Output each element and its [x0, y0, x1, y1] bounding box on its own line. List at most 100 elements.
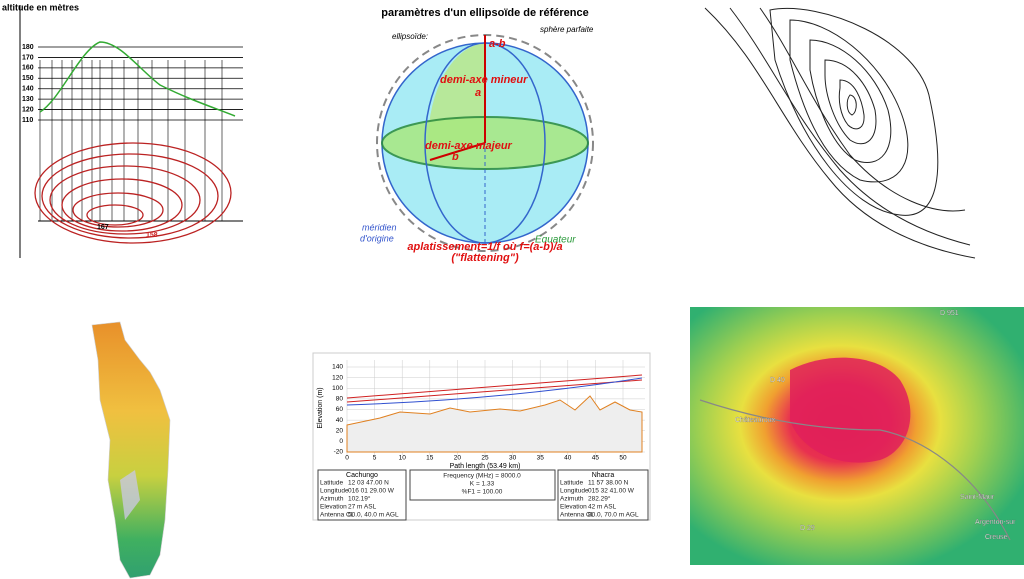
contour-map — [700, 5, 976, 260]
x-tick-label: 5 — [373, 455, 377, 462]
contour-map-shape — [759, 7, 966, 212]
y-tick-label: 40 — [336, 417, 344, 424]
x-tick-label: 45 — [592, 455, 600, 462]
axis-label: Elevation (m) — [317, 387, 324, 428]
y-tick-label: 20 — [336, 427, 344, 434]
field-label: Longitude — [320, 488, 349, 495]
map-label: D 40 — [770, 377, 785, 384]
field-value: 42 m ASL — [588, 504, 617, 511]
contour-map-shape — [809, 39, 892, 163]
field-value: 11 57 38.00 N — [588, 480, 629, 487]
y-tick-label: 140 — [22, 86, 34, 93]
label: demi-axe mineur — [440, 74, 528, 86]
ellipsoid-panel: paramètres d'un ellipsoïde de référence … — [360, 7, 594, 264]
x-tick-label: 20 — [454, 455, 462, 462]
elevation-model-shape — [91, 321, 171, 579]
x-tick-label: 0 — [345, 455, 349, 462]
contours-shape — [72, 192, 164, 228]
map-label: D 951 — [940, 310, 959, 317]
field-value: 282.29° — [588, 495, 611, 503]
panel-title: altitude en mètres — [2, 2, 79, 12]
field-label: Longitude — [560, 488, 589, 495]
field-label: Latitude — [560, 480, 584, 487]
y-tick-label: 130 — [22, 96, 34, 103]
y-tick-label: 60 — [336, 406, 344, 413]
contour-map-shape — [789, 19, 909, 183]
x-tick-label: 50 — [619, 455, 627, 462]
label: méridien — [362, 222, 397, 232]
projection-lines — [39, 60, 223, 221]
y-tick-label: 140 — [332, 364, 343, 371]
contours-shape — [86, 204, 144, 226]
map-label: Argenton-sur — [975, 519, 1016, 526]
field-label: Elevation — [560, 504, 587, 511]
label: b — [452, 151, 459, 163]
y-tick-label: 110 — [22, 117, 33, 124]
x-tick-label: 25 — [481, 455, 489, 462]
contour-map-shape — [769, 8, 939, 216]
x-tick-label: 35 — [537, 455, 545, 462]
label: sphère parfaite — [540, 25, 594, 34]
field-value: 015 32 41.00 W — [588, 488, 635, 495]
field-value: 27 m ASL — [348, 504, 377, 511]
y-tick-label: 170 — [22, 54, 34, 61]
y-tick-label: 180 — [22, 44, 34, 51]
contour-map-shape — [729, 7, 971, 246]
label: a — [475, 87, 481, 99]
field-value: 80.0, 70.0 m AGL — [588, 512, 639, 519]
altitude-panel: altitude en mètres 180 170 160 150 140 130 120… — [2, 2, 243, 258]
label: Equateur — [535, 235, 576, 246]
field-value: 50.0, 40.0 m AGL — [348, 512, 399, 519]
heat-map-shape — [699, 399, 1011, 541]
map-label: Saint-Maur — [960, 494, 995, 501]
label: a-b — [489, 38, 506, 50]
heat-map-shape — [790, 357, 911, 463]
heat-map: D 951 D 40 Châteauroux Saint-Maur Argenton-s… — [690, 307, 1024, 565]
terrain — [346, 395, 643, 453]
contours-shape — [61, 178, 183, 232]
field-value: 102.19° — [348, 495, 371, 503]
map-label: Châteauroux — [735, 417, 776, 424]
label: aplatissement=1/f où f=(a-b)/a — [407, 241, 562, 253]
contour-label: 158 — [146, 232, 158, 239]
axis-label: Path length (53.49 km) — [450, 463, 521, 470]
contour-map-shape — [824, 59, 877, 145]
elevation-model — [91, 321, 171, 579]
label-group: D 951 D 40 Châteauroux Saint-Maur Argenton-s… — [735, 310, 1016, 541]
ray — [346, 374, 643, 399]
profile-curve — [39, 41, 236, 117]
x-tick-label: 40 — [564, 455, 572, 462]
link-parameter: K = 1.33 — [470, 481, 495, 488]
label: ellipsoïde: — [392, 32, 428, 41]
y-tick-label: 80 — [336, 396, 344, 403]
contours-shape — [49, 165, 201, 235]
field-label: Antenna CL — [320, 512, 355, 519]
x-tick-label: 30 — [509, 455, 517, 462]
field-label: Azimuth — [560, 496, 584, 503]
field-label: Latitude — [320, 480, 344, 487]
y-tick-label: 160 — [22, 65, 34, 72]
field-label: Antenna CL — [560, 512, 595, 519]
y-tick-label: -20 — [334, 449, 344, 456]
ray — [346, 377, 643, 406]
contours-shape — [34, 142, 232, 244]
map-label: Creuse — [985, 534, 1008, 541]
contour-map-shape — [838, 79, 865, 130]
elevation-model-shape — [120, 470, 140, 520]
contour-label: 167 — [97, 224, 109, 231]
contour-map-shape — [704, 7, 976, 259]
y-tick-label: 100 — [332, 385, 343, 392]
label: d'origine — [360, 233, 394, 243]
field-value: 016 01 29.00 W — [348, 488, 395, 495]
link-parameter: %F1 = 100.00 — [462, 489, 503, 496]
major-axis — [429, 142, 486, 161]
y-tick-label: 0 — [339, 438, 343, 445]
y-tick-label: 120 — [332, 374, 343, 381]
field-label: Azimuth — [320, 496, 344, 503]
site-name: Nhacra — [592, 472, 615, 479]
panel-title: paramètres d'un ellipsoïde de référence — [381, 7, 588, 19]
y-tick-label: 120 — [22, 106, 34, 113]
